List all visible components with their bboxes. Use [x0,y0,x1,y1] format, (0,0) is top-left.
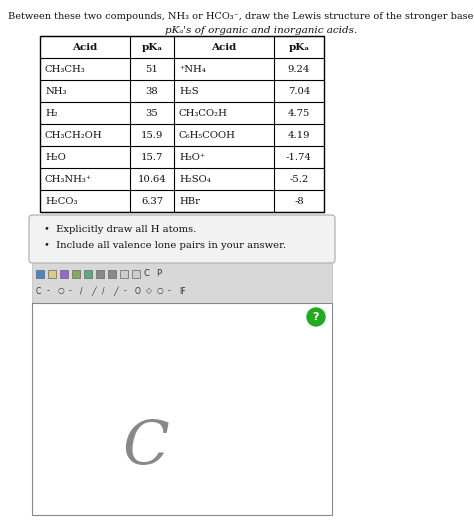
Text: 51: 51 [146,64,158,73]
Text: -: - [69,287,72,295]
Bar [48,270,56,278]
Text: NH₃: NH₃ [45,86,66,96]
Text: CH₃CO₂H: CH₃CO₂H [179,109,228,118]
Text: 4.19: 4.19 [288,131,310,139]
Text: -: - [168,287,171,295]
Bar [40,36,324,212]
Bar [32,303,332,515]
Text: C: C [123,417,169,477]
Text: -8: -8 [294,197,304,205]
Text: H₂O: H₂O [45,152,66,162]
Text: ○: ○ [58,287,64,295]
Bar [84,270,92,278]
Text: -5.2: -5.2 [289,175,309,184]
Text: 15.9: 15.9 [141,131,163,139]
Text: H₃O⁺: H₃O⁺ [179,152,205,162]
Text: 7.04: 7.04 [288,86,310,96]
Text: pΚₐ: pΚₐ [289,43,310,51]
Text: -: - [124,287,127,295]
Text: CH₃CH₃: CH₃CH₃ [45,64,86,73]
Text: pΚₐ's of organic and inorganic acids.: pΚₐ's of organic and inorganic acids. [165,26,357,35]
Text: O: O [135,287,141,295]
Text: ◇: ◇ [146,287,152,295]
Text: ○: ○ [157,287,164,295]
Text: 35: 35 [146,109,158,118]
Text: Acid: Acid [73,43,98,51]
Text: H₂SO₄: H₂SO₄ [179,175,211,184]
Circle shape [307,308,325,326]
Text: /: / [80,287,82,295]
Text: 9.24: 9.24 [288,64,310,73]
Bar [72,270,80,278]
Bar [32,263,332,303]
Text: /: / [102,287,105,295]
Text: P: P [156,269,161,279]
Text: •  Include all valence lone pairs in your answer.: • Include all valence lone pairs in your… [44,241,286,251]
Text: •  Explicitly draw all H atoms.: • Explicitly draw all H atoms. [44,225,196,233]
Text: 4.75: 4.75 [288,109,310,118]
Text: ?: ? [313,312,319,322]
Text: 15.7: 15.7 [141,152,163,162]
Text: 6.37: 6.37 [141,197,163,205]
Text: IF: IF [179,287,186,295]
Text: 10.64: 10.64 [137,175,166,184]
Text: CH₃NH₃⁺: CH₃NH₃⁺ [45,175,92,184]
Bar [60,270,68,278]
Text: H₂S: H₂S [179,86,199,96]
Text: ╱: ╱ [91,287,96,296]
Bar [96,270,104,278]
Text: C₆H₅COOH: C₆H₅COOH [179,131,236,139]
Text: CH₃CH₂OH: CH₃CH₂OH [45,131,103,139]
FancyBboxPatch shape [29,215,335,263]
Text: H₂: H₂ [45,109,58,118]
Text: C: C [36,287,41,295]
Text: ⁺NH₄: ⁺NH₄ [179,64,206,73]
Text: Acid: Acid [211,43,237,51]
Text: Between these two compounds, NH₃ or HCO₃⁻, draw the Lewis structure of the stron: Between these two compounds, NH₃ or HCO₃… [8,12,474,21]
Bar [108,270,116,278]
Bar [120,270,128,278]
Text: -: - [47,287,50,295]
Bar [132,270,140,278]
Text: -1.74: -1.74 [286,152,312,162]
Text: pΚₐ: pΚₐ [141,43,163,51]
Text: ╱: ╱ [113,287,118,296]
Text: H₂CO₃: H₂CO₃ [45,197,78,205]
Text: 38: 38 [146,86,158,96]
Text: HBr: HBr [179,197,200,205]
Bar [36,270,44,278]
Text: C: C [144,269,150,279]
